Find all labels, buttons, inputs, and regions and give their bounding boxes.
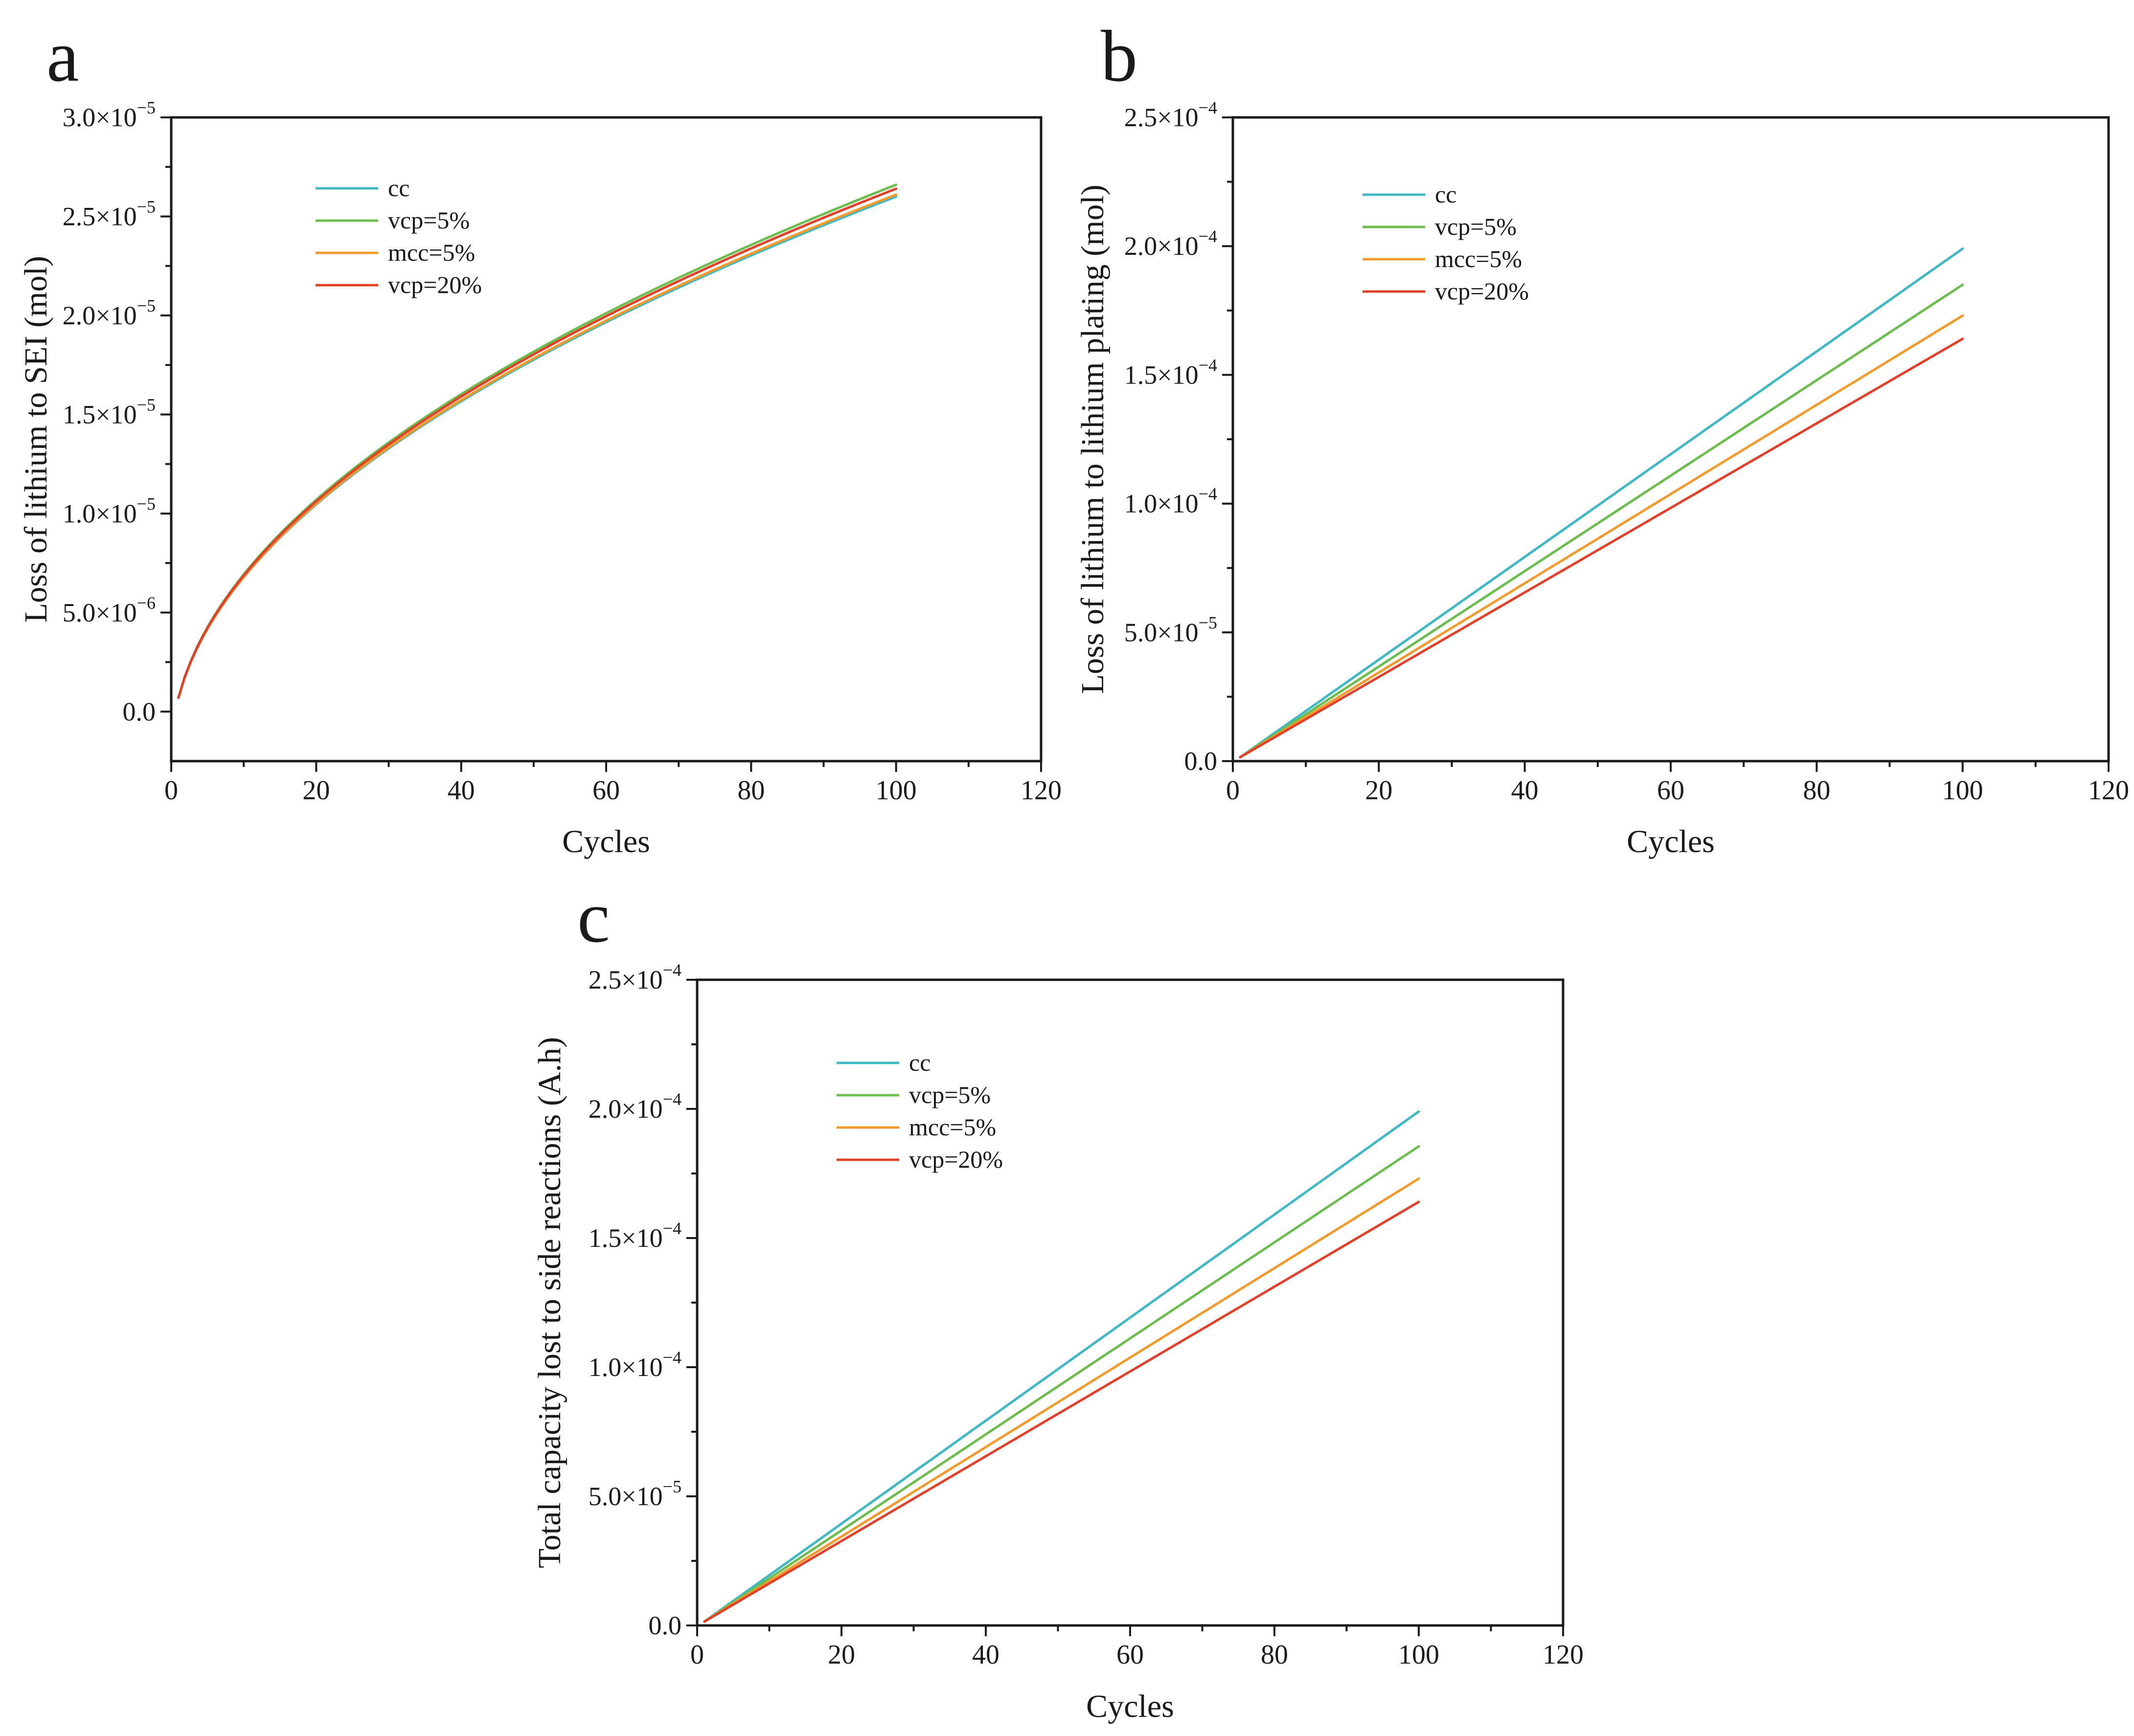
y-tick-label: 1.0×10−4 xyxy=(589,1348,681,1382)
x-axis-title: Cycles xyxy=(1086,1689,1174,1724)
series-line-vcp=20% xyxy=(703,1200,1420,1623)
x-tick-label: 20 xyxy=(302,775,330,806)
legend-label: mcc=5% xyxy=(1435,245,1522,272)
x-tick-label: 100 xyxy=(1942,775,1983,806)
y-tick-label: 5.0×10−6 xyxy=(63,593,156,627)
x-tick-label: 100 xyxy=(1398,1640,1439,1670)
y-tick-label: 3.0×10−5 xyxy=(63,98,156,132)
legend-label: mcc=5% xyxy=(909,1113,996,1141)
x-tick-label: 80 xyxy=(1803,775,1830,806)
x-tick-label: 0 xyxy=(690,1640,704,1670)
legend: cc vcp=5% mcc=5% vcp=20% xyxy=(837,1049,1003,1173)
legend-label: cc xyxy=(1435,180,1456,208)
x-tick-label: 40 xyxy=(972,1640,999,1670)
x-tick-label: 80 xyxy=(737,775,765,806)
y-axis-title: Loss of lithium to SEI (mol) xyxy=(18,256,54,623)
series-line-vcp=20% xyxy=(177,187,898,699)
series-line-vcp=20% xyxy=(1239,338,1964,759)
y-tick-label: 1.5×10−5 xyxy=(63,395,156,429)
plot-frame xyxy=(170,116,1043,763)
x-tick-label: 0 xyxy=(164,775,178,806)
legend-label: cc xyxy=(909,1049,931,1076)
x-tick-label: 80 xyxy=(1261,1640,1288,1670)
panel-c: c 0 20 40 60 80 100 120 0.0 5.0×10−5 1.0×10−4 1.5×1… xyxy=(532,877,1584,1724)
y-tick-label: 1.0×10−5 xyxy=(63,494,156,528)
y-tick-label: 2.0×10−4 xyxy=(589,1089,681,1124)
x-tick-label: 120 xyxy=(1021,775,1062,806)
panel-b: b 0 20 40 60 80 100 120 0.0 5.0×10−5 1.0×10−4 1.5×1… xyxy=(1075,16,2129,859)
legend-label: vcp=5% xyxy=(1435,213,1517,240)
legend-label: cc xyxy=(388,174,409,202)
y-tick-label: 2.5×10−4 xyxy=(589,960,681,994)
y-tick-label: 2.5×10−5 xyxy=(63,197,156,231)
y-tick-label: 1.5×10−4 xyxy=(1124,355,1217,389)
x-tick-label: 0 xyxy=(1226,775,1240,806)
series-line-vcp=5% xyxy=(703,1145,1420,1623)
series-line-mcc=5% xyxy=(1239,314,1964,759)
series-line-cc xyxy=(1239,248,1964,759)
series-line-cc xyxy=(177,195,898,699)
panel-label: a xyxy=(46,16,79,97)
x-tick-label: 20 xyxy=(1365,775,1392,806)
y-tick-label: 2.0×10−5 xyxy=(63,296,156,330)
x-axis-title: Cycles xyxy=(1627,824,1715,859)
legend: cc vcp=5% mcc=5% vcp=20% xyxy=(316,174,482,298)
y-tick-label: 2.5×10−4 xyxy=(1124,98,1217,132)
legend-label: vcp=20% xyxy=(388,271,482,298)
x-tick-label: 60 xyxy=(1116,1640,1144,1670)
y-tick-label: 5.0×10−5 xyxy=(1124,613,1217,647)
x-tick-label: 100 xyxy=(876,775,917,806)
x-tick-label: 40 xyxy=(1511,775,1539,806)
legend-label: vcp=20% xyxy=(1435,277,1529,305)
x-tick-label: 120 xyxy=(1543,1640,1584,1670)
y-tick-label: 1.5×10−4 xyxy=(589,1218,681,1253)
y-axis-title: Total capacity lost to side reactions (A… xyxy=(532,1037,568,1568)
series-line-vcp=5% xyxy=(1239,283,1964,759)
y-axis-title: Loss of lithium to lithium plating (mol) xyxy=(1075,184,1111,694)
panel-label: b xyxy=(1101,16,1137,97)
y-tick-label: 2.0×10−4 xyxy=(1124,226,1217,261)
y-tick-label: 0.0 xyxy=(649,1611,682,1640)
series-line-vcp=5% xyxy=(177,183,898,699)
legend-label: vcp=5% xyxy=(388,206,470,234)
y-tick-label: 5.0×10−5 xyxy=(589,1477,681,1511)
series-line-mcc=5% xyxy=(177,193,898,699)
legend-label: vcp=20% xyxy=(909,1146,1003,1173)
x-axis-title: Cycles xyxy=(562,824,650,859)
x-tick-label: 60 xyxy=(1657,775,1684,806)
plot-frame xyxy=(696,978,1565,1627)
y-tick-label: 1.0×10−4 xyxy=(1124,484,1217,519)
legend-label: vcp=5% xyxy=(909,1081,991,1108)
panel-label: c xyxy=(577,877,610,958)
x-tick-label: 120 xyxy=(2088,775,2129,806)
plot-frame xyxy=(1231,116,2110,763)
x-tick-label: 40 xyxy=(448,775,475,806)
series-line-cc xyxy=(703,1110,1420,1623)
y-tick-label: 0.0 xyxy=(123,697,156,726)
legend: cc vcp=5% mcc=5% vcp=20% xyxy=(1362,180,1529,305)
y-tick-label: 0.0 xyxy=(1184,746,1218,776)
x-tick-label: 20 xyxy=(828,1640,855,1670)
panel-a: a 0 20 40 60 80 100 120 0.0 5.0×10−6 1.0×10−5 1.5×1… xyxy=(18,16,1062,859)
series-line-mcc=5% xyxy=(703,1177,1420,1623)
legend-label: mcc=5% xyxy=(388,239,475,266)
x-tick-label: 60 xyxy=(592,775,620,806)
